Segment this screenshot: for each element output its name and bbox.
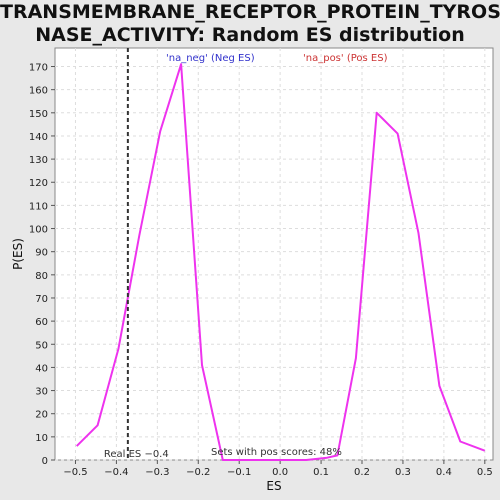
y-tick-label: 110	[29, 201, 48, 212]
y-tick-label: 160	[29, 86, 48, 97]
x-tick-label: 0.1	[313, 467, 329, 478]
x-tick-label: 0.5	[477, 467, 493, 478]
y-tick-label: 150	[29, 109, 48, 120]
y-tick-label: 90	[35, 248, 48, 259]
y-tick-label: 170	[29, 63, 48, 74]
y-tick-label: 100	[29, 225, 48, 236]
x-tick-label: 0.3	[395, 467, 411, 478]
x-tick-label: −0.5	[63, 467, 87, 478]
x-tick-label: −0.4	[104, 467, 128, 478]
y-tick-label: 140	[29, 132, 48, 143]
y-tick-label: 80	[35, 271, 48, 282]
y-tick-label: 30	[35, 387, 48, 398]
pos-scores-label: Sets with pos scores: 48%	[211, 447, 342, 458]
y-axis: 0 10 20 30 40 50 60 70 80 90 100 110 120 130 140 150 160…	[29, 63, 55, 467]
x-tick-label: 0.4	[436, 467, 452, 478]
neg-es-label: 'na_neg' (Neg ES)	[166, 53, 255, 64]
y-axis-label: P(ES)	[11, 238, 25, 270]
y-tick-label: 70	[35, 294, 48, 305]
pos-es-label: 'na_pos' (Pos ES)	[303, 53, 388, 64]
x-axis: −0.5 −0.4 −0.3 −0.2 −0.1 0.0 0.1 0.2 0.3 0.4 0.5	[63, 460, 492, 478]
y-tick-label: 10	[35, 433, 48, 444]
y-tick-label: 120	[29, 178, 48, 189]
x-tick-label: −0.2	[186, 467, 210, 478]
x-axis-label: ES	[266, 479, 281, 493]
x-tick-label: −0.1	[227, 467, 251, 478]
y-tick-label: 60	[35, 317, 48, 328]
y-tick-label: 40	[35, 363, 48, 374]
y-tick-label: 50	[35, 340, 48, 351]
x-tick-label: −0.3	[145, 467, 169, 478]
plot-area	[55, 48, 493, 460]
x-tick-label: 0.2	[354, 467, 370, 478]
x-tick-label: 0.0	[272, 467, 288, 478]
y-tick-label: 130	[29, 155, 48, 166]
real-es-label: Real ES −0.4	[104, 449, 169, 460]
y-tick-label: 20	[35, 410, 48, 421]
y-tick-label: 0	[42, 456, 48, 467]
